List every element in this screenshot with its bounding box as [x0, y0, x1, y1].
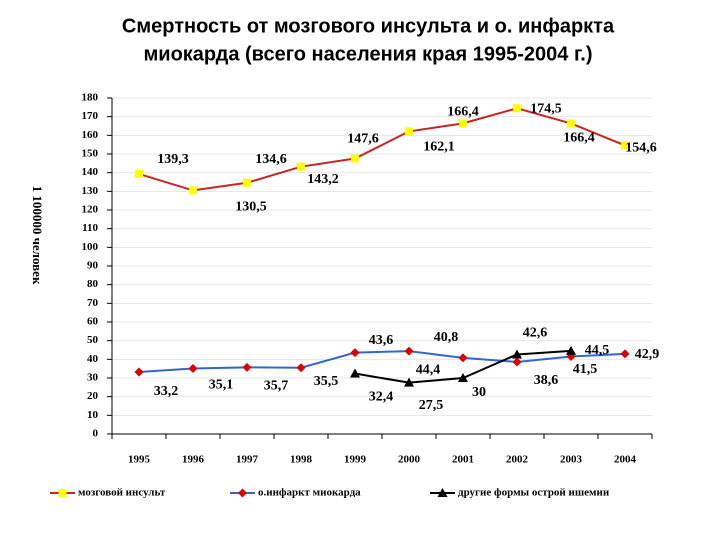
y-tick-label: 80	[87, 278, 99, 290]
y-tick-label: 20	[87, 390, 99, 402]
x-tick-label: 1997	[236, 454, 259, 466]
legend-marker	[58, 489, 67, 497]
x-tick-label: 2002	[506, 454, 529, 466]
data-label: 44,4	[416, 362, 441, 377]
point	[350, 348, 360, 358]
point	[512, 349, 522, 359]
data-label: 166,4	[447, 105, 479, 120]
x-tick-label: 1996	[182, 454, 205, 466]
data-label: 41,5	[573, 362, 598, 377]
data-label: 27,5	[419, 398, 444, 413]
data-label: 174,5	[530, 101, 562, 116]
legend-label: о.инфаркт миокарда	[258, 487, 361, 499]
point	[513, 104, 521, 113]
data-label: 35,7	[264, 379, 289, 394]
y-tick-label: 10	[87, 409, 99, 421]
data-label: 139,3	[157, 152, 189, 167]
chart-title: Смертность от мозгового инсульта и о. ин…	[122, 15, 615, 37]
x-tick-label: 2000	[398, 454, 421, 466]
legend-label: мозговой инсульт	[78, 487, 166, 499]
legend-marker	[238, 488, 247, 498]
data-label: 166,4	[563, 131, 595, 146]
point	[242, 362, 252, 372]
data-label: 44,5	[585, 343, 610, 358]
data-label: 143,2	[307, 172, 339, 187]
legend-label: другие формы острой ишемии	[458, 487, 610, 499]
point	[459, 119, 467, 128]
point	[458, 353, 468, 363]
point	[404, 346, 414, 356]
point	[243, 178, 251, 187]
point	[350, 368, 360, 378]
y-tick-label: 110	[82, 222, 98, 234]
x-tick-label: 2004	[614, 454, 637, 466]
y-tick-label: 90	[87, 260, 99, 272]
point	[188, 363, 198, 373]
y-tick-label: 180	[82, 92, 99, 104]
data-label: 33,2	[154, 384, 179, 399]
point	[567, 119, 575, 128]
x-tick-label: 1999	[344, 454, 367, 466]
data-label: 35,5	[314, 374, 339, 389]
data-label: 42,9	[635, 347, 660, 362]
y-tick-label: 160	[82, 129, 99, 141]
point	[620, 349, 630, 359]
y-tick-label: 130	[82, 185, 99, 197]
y-tick-label: 100	[82, 241, 99, 253]
point	[405, 127, 413, 136]
point	[296, 363, 306, 373]
data-label: 30	[472, 385, 486, 400]
point	[566, 345, 576, 355]
point	[134, 367, 144, 377]
y-tick-label: 0	[93, 428, 99, 440]
data-label: 154,6	[625, 141, 657, 156]
x-tick-label: 2003	[560, 454, 583, 466]
data-label: 43,6	[369, 333, 394, 348]
data-label: 40,8	[434, 330, 459, 345]
y-tick-label: 50	[87, 334, 99, 346]
point	[512, 357, 522, 367]
data-label: 38,6	[534, 373, 559, 388]
y-tick-label: 30	[87, 372, 99, 384]
y-tick-label: 150	[82, 148, 99, 160]
point	[189, 186, 197, 195]
x-tick-label: 1998	[290, 454, 313, 466]
data-label: 32,4	[369, 390, 394, 405]
x-tick-label: 2001	[452, 454, 474, 466]
y-tick-label: 140	[82, 166, 99, 178]
point	[297, 162, 305, 171]
data-label: 42,6	[523, 326, 548, 341]
y-tick-label: 70	[87, 297, 99, 309]
point	[404, 377, 414, 387]
y-tick-label: 170	[82, 110, 99, 122]
y-axis-label: 1 100000 человек	[30, 186, 45, 285]
y-tick-label: 40	[87, 353, 99, 365]
x-tick-label: 1995	[128, 454, 151, 466]
point	[135, 169, 143, 178]
series-line	[138, 107, 626, 192]
point	[458, 373, 468, 382]
y-tick-label: 60	[87, 316, 99, 328]
point	[621, 141, 629, 150]
legend-marker	[437, 488, 448, 497]
point	[351, 154, 359, 163]
chart-title: миокарда (всего населения края 1995-2004…	[143, 43, 592, 65]
data-label: 162,1	[423, 140, 455, 155]
series-line	[138, 350, 626, 374]
data-label: 130,5	[235, 200, 267, 215]
data-label: 134,6	[255, 152, 287, 167]
data-label: 35,1	[209, 378, 234, 393]
y-tick-label: 120	[82, 204, 99, 216]
data-label: 147,6	[347, 132, 379, 147]
